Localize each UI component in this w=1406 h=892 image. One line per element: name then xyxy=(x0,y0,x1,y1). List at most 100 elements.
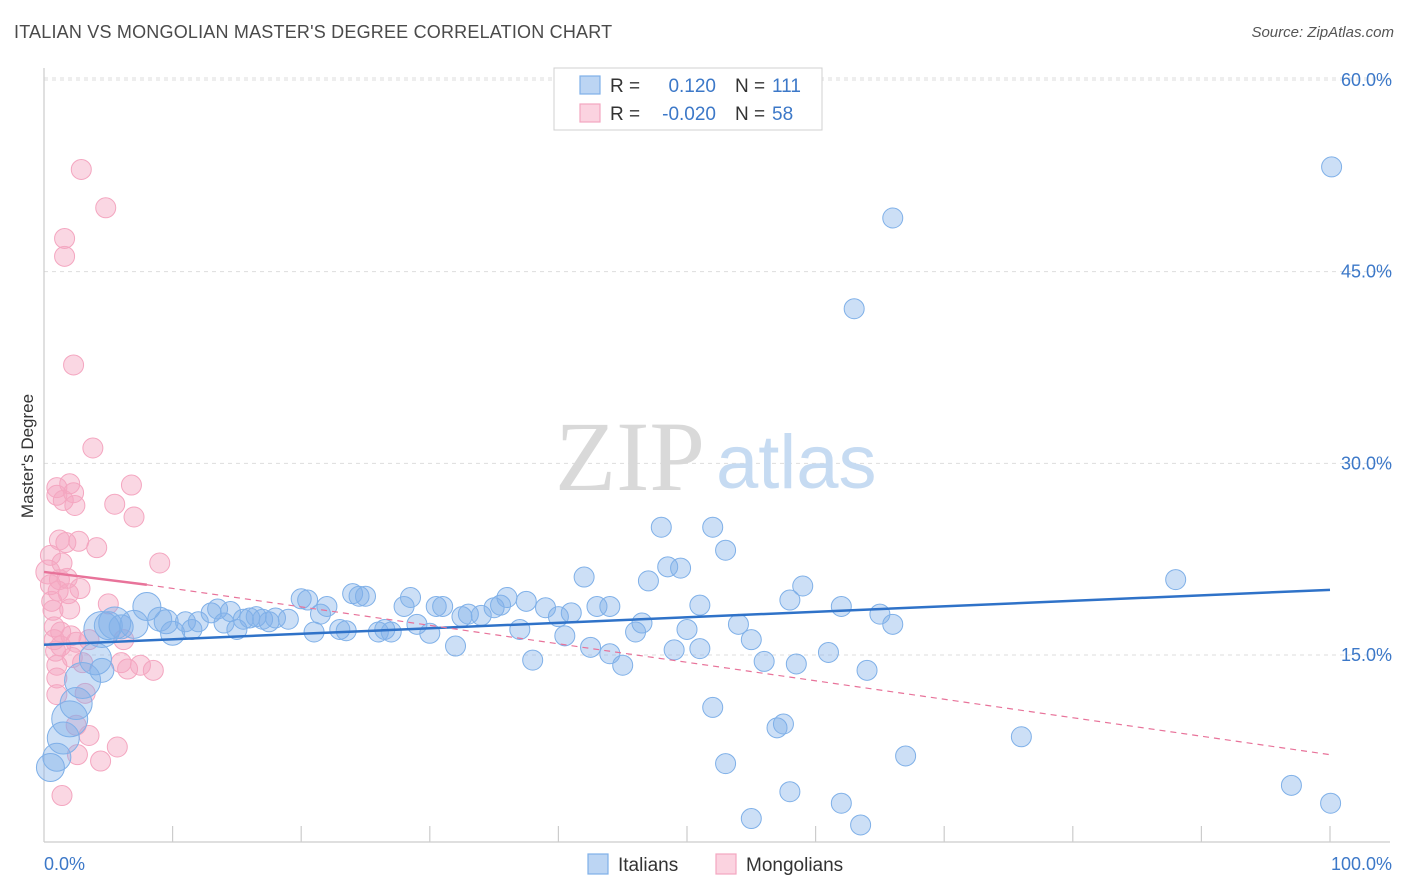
italians-point-36 xyxy=(316,595,338,617)
italians-point-40 xyxy=(348,585,370,607)
italians-point-60 xyxy=(522,649,544,671)
italians-point-41 xyxy=(355,585,376,607)
legend-n-label-1: N = xyxy=(735,76,765,97)
italians-point-65 xyxy=(573,566,595,588)
legend: R = 0.120 N = 111 R = -0.020 N = 58 xyxy=(553,67,823,131)
mongolians-trend-extension xyxy=(146,584,1331,756)
legend-r-label-1: R = xyxy=(610,76,640,97)
y-tick-label-45: 45.0% xyxy=(1341,262,1392,282)
italians-point-98 xyxy=(843,298,865,320)
italians-point-11 xyxy=(108,614,134,640)
italians-point-107 xyxy=(1280,774,1302,796)
mongolians-point-34 xyxy=(68,530,90,552)
mongolians-point-50 xyxy=(117,658,139,680)
mongolians-point-9 xyxy=(46,667,68,689)
italians-point-21 xyxy=(207,598,229,620)
italians-point-33 xyxy=(297,589,319,611)
mongolians-point-46 xyxy=(104,493,126,515)
mongolians-point-10 xyxy=(46,684,68,706)
mongolians-point-29 xyxy=(63,354,85,376)
bottom-legend-italians: Italians xyxy=(618,855,678,876)
italians-point-4 xyxy=(59,687,93,721)
mongolians-point-36 xyxy=(70,158,92,180)
mongolians-point-20 xyxy=(54,245,76,267)
italians-point-7 xyxy=(89,657,115,683)
italians-point-25 xyxy=(232,608,254,630)
italians-point-108 xyxy=(1320,792,1342,814)
legend-r-label-2: R = xyxy=(610,104,640,125)
italians-point-94 xyxy=(792,575,814,597)
watermark-atlas: atlas xyxy=(716,420,877,505)
mongolians-trend-line xyxy=(43,570,148,586)
italians-point-91 xyxy=(779,589,801,611)
italians-point-96 xyxy=(830,595,852,617)
italians-point-72 xyxy=(631,612,653,634)
italians-point-90 xyxy=(772,713,794,735)
italians-point-97 xyxy=(830,792,852,814)
legend-swatch-mongolians xyxy=(579,103,601,123)
mongolians-point-4 xyxy=(42,599,64,621)
mongolians-point-53 xyxy=(129,654,151,676)
italians-point-81 xyxy=(702,516,724,538)
italians-point-15 xyxy=(153,609,179,635)
italians-point-37 xyxy=(329,618,351,640)
italians-point-66 xyxy=(580,636,602,658)
italians-point-63 xyxy=(554,625,576,647)
italians-point-5 xyxy=(64,662,102,700)
italians-point-92 xyxy=(779,781,801,803)
bottom-legend: Italians Mongolians xyxy=(587,853,843,876)
italians-point-74 xyxy=(650,516,672,538)
italians-point-87 xyxy=(740,808,762,830)
bottom-legend-swatch-italians xyxy=(587,853,609,875)
mongolians-point-55 xyxy=(149,552,171,574)
italians-point-1 xyxy=(42,742,72,772)
legend-r-value-1: 0.120 xyxy=(668,76,716,97)
x-tick-label-0: 0.0% xyxy=(44,854,85,874)
italians-point-14 xyxy=(147,606,173,632)
italians-point-59 xyxy=(515,590,537,612)
gridlines xyxy=(44,77,1390,656)
italians-point-32 xyxy=(290,588,312,610)
italians-point-50 xyxy=(432,595,454,617)
italians-point-77 xyxy=(670,557,692,579)
italians-point-80 xyxy=(689,638,711,660)
italians-point-86 xyxy=(740,629,762,651)
italians-point-83 xyxy=(715,539,737,561)
mongolians-point-54 xyxy=(142,659,164,681)
legend-n-label-2: N = xyxy=(735,104,765,125)
italians-point-104 xyxy=(895,745,917,767)
source-label: Source: ZipAtlas.com xyxy=(1251,24,1394,41)
y-tick-label-30: 30.0% xyxy=(1341,453,1392,473)
bottom-legend-mongolians: Mongolians xyxy=(746,855,843,876)
italians-point-46 xyxy=(400,587,422,608)
italians-point-105 xyxy=(1010,726,1032,748)
mongolians-point-26 xyxy=(59,598,81,620)
italians-point-89 xyxy=(766,717,788,739)
legend-n-value-1: 111 xyxy=(772,76,801,97)
italians-point-100 xyxy=(856,659,878,681)
legend-swatch-italians xyxy=(579,75,601,95)
mongolians-point-43 xyxy=(90,750,112,772)
italians-point-58 xyxy=(509,618,531,640)
italians-point-93 xyxy=(785,653,807,675)
italians-point-99 xyxy=(850,814,872,836)
italians-point-61 xyxy=(535,597,557,619)
mongolians-point-47 xyxy=(106,736,128,758)
italians-point-106 xyxy=(1165,569,1187,591)
mongolians-point-41 xyxy=(82,437,104,459)
legend-r-value-2: -0.020 xyxy=(662,104,716,125)
italians-point-51 xyxy=(445,635,467,657)
mongolians-point-57 xyxy=(47,580,69,602)
italians-point-64 xyxy=(560,602,582,624)
mongolians-point-44 xyxy=(95,197,117,219)
italians-point-102 xyxy=(882,613,904,635)
italians-point-68 xyxy=(599,595,621,617)
italians-point-88 xyxy=(753,650,775,672)
italians-point-48 xyxy=(419,622,441,644)
italians-point-57 xyxy=(496,587,518,608)
italians-trend-line xyxy=(43,588,1331,647)
y-tick-label-15: 15.0% xyxy=(1341,645,1392,665)
legend-n-value-2: 58 xyxy=(772,104,793,125)
mongolians-point-56 xyxy=(63,482,85,504)
